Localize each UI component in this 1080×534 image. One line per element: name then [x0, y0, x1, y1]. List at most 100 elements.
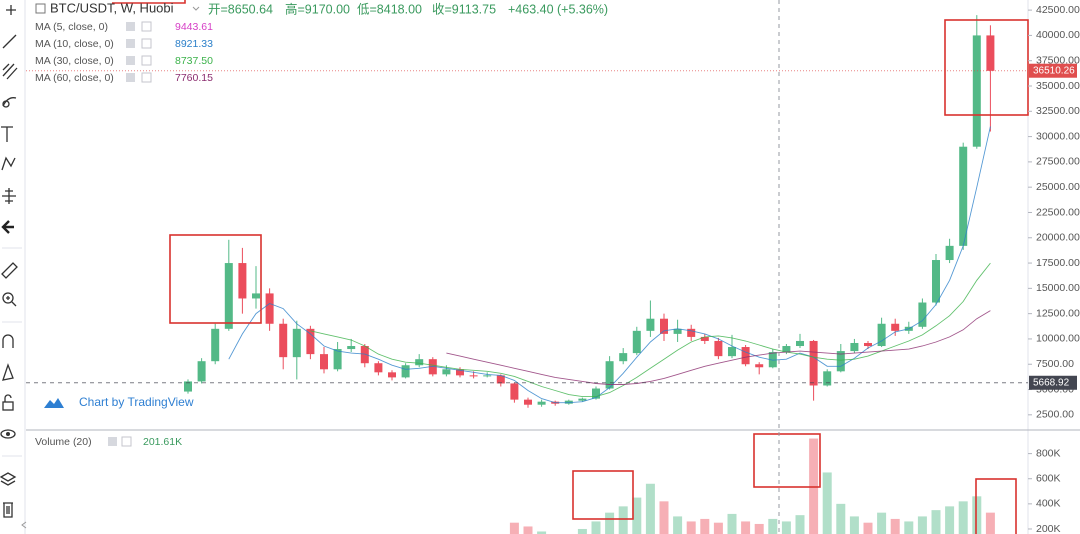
- legend-close[interactable]: [121, 436, 132, 447]
- collapse-arrow[interactable]: [21, 521, 27, 529]
- candle-body: [782, 346, 791, 353]
- pattern-tool[interactable]: [1, 156, 16, 171]
- y-tick-label: 25000.00: [1036, 181, 1080, 193]
- legend-close[interactable]: [141, 38, 152, 49]
- zoom-tool[interactable]: [2, 292, 17, 307]
- toolbar: [0, 0, 27, 534]
- legend-name: MA (30, close, 0): [35, 55, 114, 67]
- legend-settings[interactable]: [126, 39, 135, 48]
- candle-body: [700, 336, 709, 341]
- legend-settings[interactable]: [126, 56, 135, 65]
- fib-tool[interactable]: [2, 63, 18, 80]
- layers-tool[interactable]: [0, 472, 17, 486]
- delete-tool[interactable]: [3, 502, 13, 518]
- candle-body: [687, 328, 696, 337]
- crosshair-tool[interactable]: [6, 5, 16, 15]
- magnet-tool[interactable]: [2, 334, 14, 348]
- ohlc-close: 收=9113.75: [432, 2, 496, 16]
- y-tick-label: 20000.00: [1036, 232, 1080, 244]
- candle-body: [918, 302, 927, 327]
- candle-body: [374, 363, 383, 373]
- candle-body: [714, 340, 723, 357]
- candle-body: [306, 328, 315, 355]
- volume-bar: [591, 521, 601, 534]
- legend-close[interactable]: [141, 72, 152, 83]
- text-tool[interactable]: [1, 126, 13, 142]
- y-tick-label: 40000.00: [1036, 29, 1080, 41]
- candle-body: [796, 340, 804, 347]
- y-tick-label: 30000.00: [1036, 130, 1080, 142]
- volume-bar: [768, 518, 778, 534]
- volume-bar: [509, 522, 519, 534]
- annotation-box: [975, 478, 1017, 534]
- candle-body: [401, 365, 410, 378]
- volume-bar: [795, 515, 805, 534]
- legend-close[interactable]: [141, 21, 152, 32]
- price-marker-label: 36510.26: [1033, 65, 1075, 76]
- volume-bar: [632, 497, 642, 534]
- legend-value: 9443.61: [175, 21, 213, 33]
- y-tick-label: 22500.00: [1036, 206, 1080, 218]
- ma-line: [310, 262, 991, 398]
- price-marker-label: 5668.92: [1033, 377, 1070, 388]
- candle-body: [864, 342, 872, 347]
- candle-body: [442, 369, 451, 375]
- y-tick-label: 10000.00: [1036, 333, 1080, 345]
- y-tick-label: 27500.00: [1036, 156, 1080, 168]
- measure-tool[interactable]: [2, 188, 16, 204]
- volume-bar: [618, 506, 628, 534]
- legend-close[interactable]: [141, 55, 152, 66]
- back-tool[interactable]: [1, 220, 14, 234]
- y-tick-label: 12500.00: [1036, 307, 1080, 319]
- candle-body: [265, 293, 274, 324]
- legend-name: MA (10, close, 0): [35, 38, 114, 50]
- y-tick-label: 15000.00: [1036, 282, 1080, 294]
- candle-body: [510, 383, 519, 400]
- legend-settings[interactable]: [126, 73, 135, 82]
- y-tick-label: 600K: [1036, 473, 1061, 485]
- ohlc-high: 高=9170.00: [285, 1, 350, 16]
- legend: MA (5, close, 0) 9443.61 MA (10, close, 0)…: [35, 21, 213, 84]
- y-tick-label: 7500.00: [1036, 358, 1074, 370]
- candle-body: [673, 328, 682, 334]
- candle-body: [238, 263, 247, 299]
- volume-bar: [754, 523, 764, 534]
- candle-body: [823, 371, 832, 386]
- legend-value: 8921.33: [175, 38, 213, 50]
- watermark[interactable]: Chart by TradingView: [79, 395, 194, 409]
- volume-bar: [849, 516, 859, 534]
- y-tick-label: 400K: [1036, 498, 1061, 510]
- volume-bar: [877, 512, 887, 534]
- candle-body: [197, 361, 206, 382]
- dropdown-icon[interactable]: [192, 6, 200, 11]
- candle-body: [768, 352, 777, 368]
- volume-bar: [985, 512, 995, 534]
- y-tick-label: 42500.00: [1036, 4, 1080, 16]
- candle-body: [592, 388, 600, 399]
- lock-draw-tool[interactable]: [2, 363, 14, 381]
- candle-body: [292, 328, 301, 358]
- visibility-tool[interactable]: [0, 429, 16, 439]
- annotation-box: [169, 234, 262, 324]
- candle-body: [211, 328, 220, 362]
- annotation-box: [753, 433, 821, 488]
- volume-bar: [523, 526, 533, 534]
- y-tick-label: 37500.00: [1036, 54, 1080, 66]
- candle-body: [469, 375, 478, 377]
- symbol: BTC/USDT, W, Huobi: [50, 0, 174, 15]
- legend-settings[interactable]: [108, 437, 117, 446]
- trendline-tool[interactable]: [2, 34, 17, 49]
- ruler-tool[interactable]: [1, 262, 18, 279]
- candle-body: [646, 318, 655, 331]
- candle-body: [415, 359, 424, 366]
- brush-tool[interactable]: [2, 97, 17, 108]
- candle-body: [728, 347, 736, 357]
- collapse-icon[interactable]: [35, 3, 46, 14]
- volume-bar: [727, 513, 737, 534]
- lock-tool[interactable]: [2, 394, 14, 411]
- legend-settings[interactable]: [126, 22, 135, 31]
- candle-body: [619, 353, 628, 362]
- annotation-box: [944, 19, 1029, 116]
